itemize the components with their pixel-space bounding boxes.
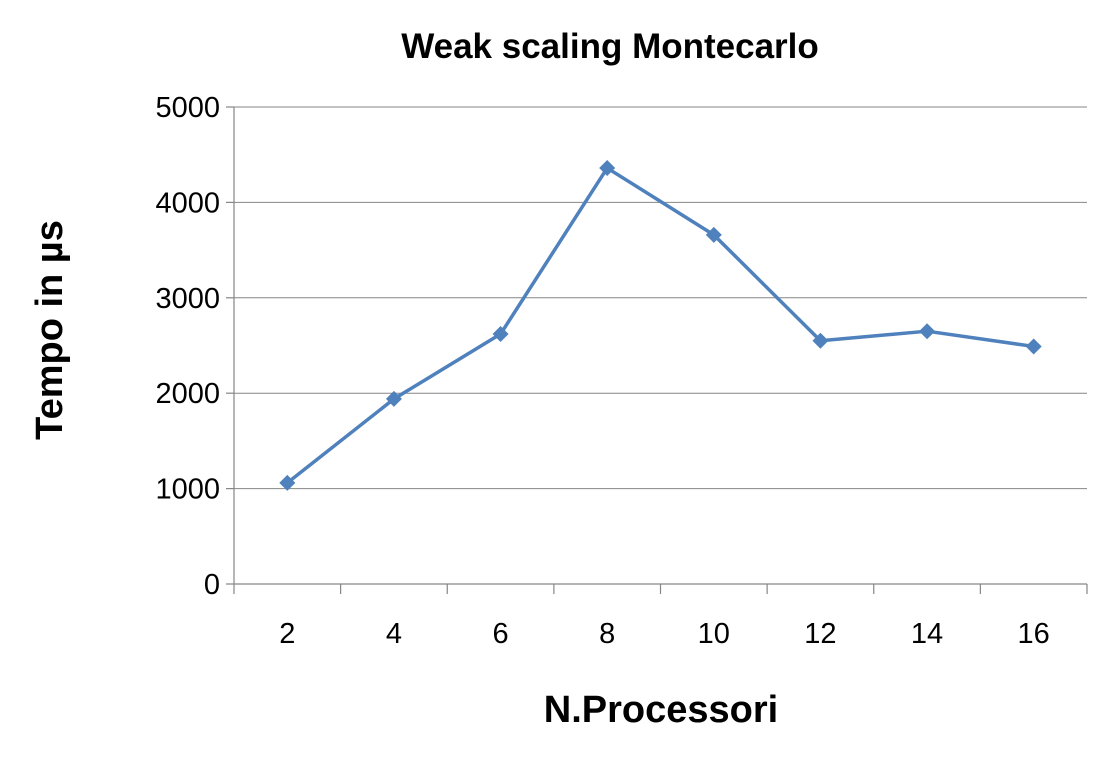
- y-axis-label: Tempo in µs: [29, 220, 71, 440]
- x-tick-label: 16: [1018, 618, 1050, 650]
- series-group: [279, 160, 1042, 491]
- x-tick-label: 10: [698, 618, 730, 650]
- y-tick-label: 1000: [155, 474, 220, 506]
- series-line: [286, 166, 1034, 485]
- data-point-marker: [812, 332, 829, 349]
- x-tick-label: 8: [599, 618, 615, 650]
- x-tick-label: 4: [386, 618, 402, 650]
- data-point-marker: [919, 323, 936, 340]
- data-point-marker: [705, 226, 722, 243]
- y-tick-label: 3000: [155, 283, 220, 315]
- y-tick-label: 0: [204, 569, 220, 601]
- data-point-marker: [599, 160, 616, 177]
- x-tick-label: 6: [492, 618, 508, 650]
- data-point-marker: [1025, 338, 1042, 355]
- data-point-marker: [492, 326, 509, 343]
- x-axis-label: N.Processori: [544, 689, 778, 731]
- chart-title: Weak scaling Montecarlo: [401, 27, 819, 66]
- x-tick-label: 12: [804, 618, 836, 650]
- data-point-marker: [385, 390, 402, 407]
- y-tick-label: 2000: [155, 378, 220, 410]
- y-tick-label: 4000: [155, 187, 220, 219]
- gridlines: [234, 106, 1087, 490]
- y-tick-labels: 0 1000 2000 3000 4000 5000: [155, 92, 220, 601]
- x-tick-label: 14: [911, 618, 943, 650]
- data-point-marker: [279, 474, 296, 491]
- x-tick-labels: 2 4 6 8 10 12 14 16: [279, 618, 1050, 650]
- x-tick-label: 2: [279, 618, 295, 650]
- axes: [226, 106, 1088, 594]
- y-tick-label: 5000: [155, 92, 220, 124]
